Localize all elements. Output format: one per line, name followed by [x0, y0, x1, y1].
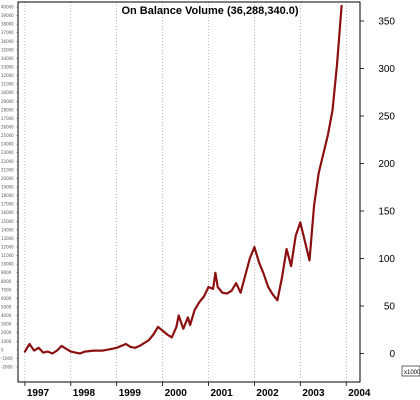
- x-tick-label-2002: 2002: [256, 388, 279, 399]
- left-tick-label-23: 21000: [1, 167, 14, 172]
- left-tick-label-40: 38000: [1, 22, 14, 27]
- chart-title: On Balance Volume (36,288,340.0): [121, 5, 298, 17]
- left-tick-label-30: 28000: [1, 107, 14, 112]
- left-tick-label-16: 14000: [1, 227, 14, 232]
- left-tick-label-39: 37000: [1, 30, 14, 35]
- left-tick-label-27: 25000: [1, 133, 14, 138]
- x-tick-label-2004: 2004: [348, 388, 371, 399]
- left-tick-label-42: 40000: [1, 5, 14, 10]
- left-tick-label-25: 23000: [1, 150, 14, 155]
- left-tick-label-2: 0: [1, 347, 4, 352]
- right-tick-label-50: 50: [384, 302, 396, 313]
- right-tick-label-350: 350: [378, 17, 395, 28]
- left-tick-label-10: 8000: [1, 279, 12, 284]
- right-tick-label-300: 300: [378, 64, 395, 75]
- left-tick-label-21: 19000: [1, 185, 14, 190]
- obv-line-series-0: [23, 4, 343, 355]
- left-tick-label-41: 39000: [1, 13, 14, 18]
- x-tick-label-2003: 2003: [302, 388, 325, 399]
- left-tick-label-15: 13000: [1, 236, 14, 241]
- left-tick-label-24: 22000: [1, 159, 14, 164]
- x-tick-label-1997: 1997: [27, 388, 50, 399]
- left-tick-label-38: 36000: [1, 39, 14, 44]
- left-tick-label-8: 6000: [1, 296, 12, 301]
- left-tick-label-7: 5000: [1, 305, 12, 310]
- left-tick-label-20: 18000: [1, 193, 14, 198]
- series-group: [23, 4, 343, 355]
- left-tick-label-31: 29000: [1, 99, 14, 104]
- left-tick-label-33: 31000: [1, 82, 14, 87]
- left-tick-label-18: 16000: [1, 210, 14, 215]
- left-tick-label-3: 1000: [1, 339, 12, 344]
- x-tick-label-1998: 1998: [73, 388, 96, 399]
- left-tick-label-19: 17000: [1, 202, 14, 207]
- left-tick-label-17: 15000: [1, 219, 14, 224]
- left-tick-label-37: 35000: [1, 47, 14, 52]
- right-tick-label-150: 150: [378, 207, 395, 218]
- left-tick-label-1: -1000: [1, 356, 13, 361]
- plot-frame: [17, 1, 361, 383]
- left-tick-label-12: 10000: [1, 262, 14, 267]
- x-tick-label-1999: 1999: [119, 388, 142, 399]
- left-tick-label-29: 27000: [1, 116, 14, 121]
- right-tick-label-0: 0: [389, 349, 395, 360]
- left-tick-label-26: 24000: [1, 142, 14, 147]
- left-tick-label-14: 12000: [1, 245, 14, 250]
- right-y-axis: 0 50 100 150 200 250 300 350: [360, 17, 396, 360]
- x-tick-label-2000: 2000: [165, 388, 188, 399]
- left-y-axis: -2000 -1000 0 1000 2000 3000 4000 5000 6000 7000 8…: [1, 5, 18, 370]
- left-tick-label-32: 30000: [1, 90, 14, 95]
- left-tick-label-22: 20000: [1, 176, 14, 181]
- left-tick-label-28: 26000: [1, 125, 14, 130]
- x-axis: 1997 1998 1999 2000 2001 2002 2003 2004: [24, 382, 371, 399]
- right-tick-label-100: 100: [378, 254, 395, 265]
- left-tick-label-9: 7000: [1, 287, 12, 292]
- left-tick-label-34: 32000: [1, 73, 14, 78]
- left-tick-label-11: 9000: [1, 270, 12, 275]
- unit-box: [401, 365, 420, 377]
- unit-label: x1000: [404, 370, 420, 376]
- right-tick-label-250: 250: [378, 112, 395, 123]
- x-tick-label-2001: 2001: [211, 388, 234, 399]
- grid-lines: [24, 2, 347, 382]
- left-tick-label-0: -2000: [1, 365, 13, 370]
- left-tick-label-6: 4000: [1, 313, 12, 318]
- left-tick-label-13: 11000: [1, 253, 14, 258]
- left-tick-label-5: 3000: [1, 322, 12, 327]
- left-tick-label-4: 2000: [1, 330, 12, 335]
- left-tick-label-35: 33000: [1, 65, 14, 70]
- right-tick-label-200: 200: [378, 159, 395, 170]
- left-tick-label-36: 34000: [1, 56, 14, 61]
